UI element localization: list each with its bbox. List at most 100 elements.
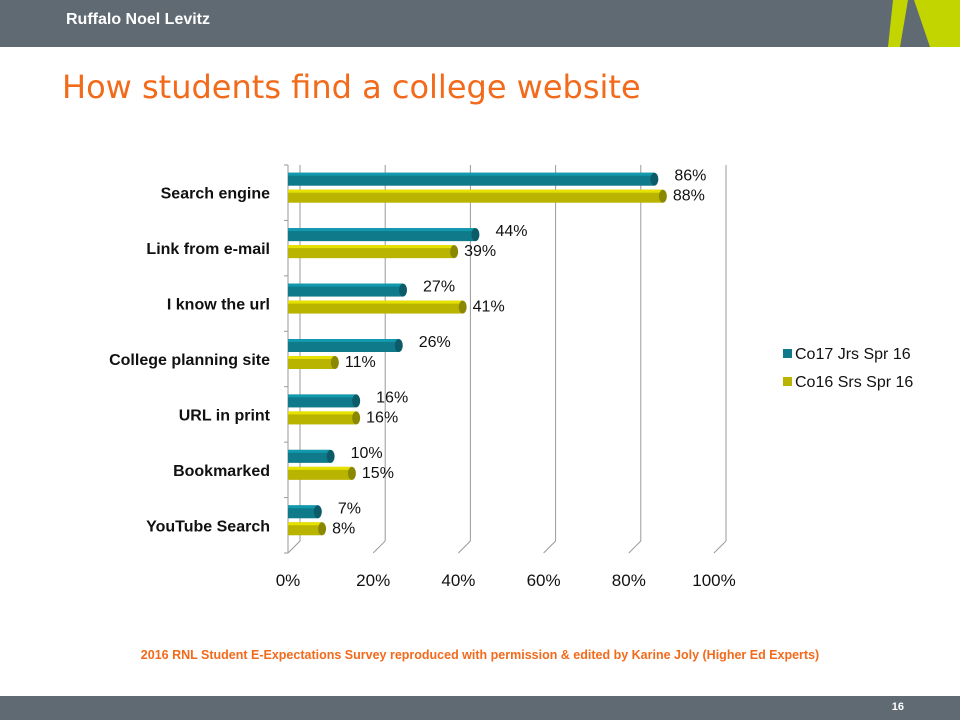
bar-front — [288, 356, 335, 369]
category-label: Bookmarked — [173, 463, 270, 480]
bar — [288, 411, 361, 425]
data-label: 88% — [673, 188, 705, 205]
bar-cap — [658, 189, 667, 203]
x-tick-label: 100% — [692, 571, 735, 590]
bar-highlight — [288, 356, 335, 359]
bar-front — [288, 339, 399, 352]
bar-highlight — [288, 466, 352, 470]
bar-cap — [330, 356, 339, 369]
x-tick-label: 80% — [612, 571, 646, 590]
x-tick-label: 40% — [441, 571, 475, 590]
data-label: 10% — [351, 445, 383, 462]
bar-cap — [450, 245, 459, 259]
data-label: 11% — [345, 354, 376, 371]
data-label: 16% — [366, 409, 398, 426]
bar — [288, 172, 659, 186]
gridline-floor — [713, 540, 727, 554]
bar — [288, 245, 459, 259]
bar — [288, 228, 480, 242]
data-label: 16% — [376, 389, 408, 406]
bar-cap — [352, 411, 361, 425]
bar-cap — [318, 522, 327, 536]
legend-label: Co17 Jrs Spr 16 — [795, 346, 911, 363]
data-label: 41% — [473, 299, 505, 316]
gridline-floor — [543, 540, 556, 554]
bar-front — [288, 228, 476, 242]
bar — [288, 283, 408, 297]
data-label: 7% — [338, 500, 361, 517]
bar — [288, 300, 467, 314]
page-number: 16 — [891, 701, 904, 713]
bar-cap — [347, 466, 356, 480]
data-label: 44% — [495, 223, 527, 240]
x-tick-label: 20% — [356, 571, 390, 590]
bar-highlight — [288, 228, 476, 232]
bar — [288, 522, 327, 536]
bar-cap — [471, 228, 480, 242]
data-label: 27% — [423, 279, 455, 296]
category-label: URL in print — [179, 407, 271, 424]
bar-front — [288, 411, 357, 425]
category-label: College planning site — [109, 352, 270, 369]
bar-front — [288, 245, 455, 259]
bar — [288, 189, 667, 203]
category-label: Link from e-mail — [146, 241, 270, 258]
legend-swatch — [783, 349, 792, 358]
bar — [288, 394, 361, 408]
data-label: 39% — [464, 243, 496, 260]
bar-front — [288, 283, 404, 297]
bar-cap — [313, 505, 322, 519]
bar — [288, 449, 335, 463]
gridline-floor — [628, 540, 642, 554]
bar — [288, 466, 356, 480]
bar-front — [288, 505, 318, 519]
bar — [288, 505, 322, 519]
source-note: 2016 RNL Student E-Expectations Survey r… — [140, 648, 820, 662]
legend-label: Co16 Srs Spr 16 — [795, 374, 913, 391]
data-label: 8% — [332, 520, 355, 537]
header-bar — [0, 0, 960, 47]
bar-front — [288, 466, 352, 480]
bar-highlight — [288, 411, 357, 415]
category-label: YouTube Search — [146, 518, 270, 535]
legend-swatch — [783, 377, 792, 386]
gridline-floor — [458, 540, 471, 554]
bar-highlight — [288, 189, 663, 193]
slide-title: How students find a college website — [62, 68, 641, 106]
bar-front — [288, 300, 463, 314]
bar-highlight — [288, 172, 655, 176]
x-tick-label: 0% — [276, 571, 301, 590]
bar-highlight — [288, 505, 318, 509]
logo-mark — [888, 0, 960, 47]
brand-name: Ruffalo Noel Levitz — [66, 11, 211, 28]
category-label: I know the url — [167, 297, 270, 314]
bar-front — [288, 172, 655, 186]
bar-highlight — [288, 394, 357, 398]
bar-front — [288, 522, 323, 536]
bar-cap — [458, 300, 467, 314]
data-label: 86% — [674, 168, 706, 185]
bar-cap — [650, 172, 659, 186]
data-label: 26% — [419, 334, 451, 351]
bar-highlight — [288, 283, 404, 287]
bar-cap — [326, 449, 335, 463]
bar — [288, 339, 403, 352]
bar-highlight — [288, 300, 463, 304]
bar-cap — [399, 283, 408, 297]
bar-highlight — [288, 522, 323, 526]
bar — [288, 356, 339, 369]
bar-front — [288, 189, 663, 203]
gridline-floor — [372, 540, 386, 554]
category-label: Search engine — [161, 186, 270, 203]
data-label: 15% — [362, 465, 394, 482]
bar-highlight — [288, 245, 455, 249]
x-tick-label: 60% — [527, 571, 561, 590]
bar-cap — [394, 339, 403, 352]
bar-highlight — [288, 449, 331, 453]
bar-front — [288, 394, 357, 408]
bar-highlight — [288, 339, 399, 342]
bar-cap — [352, 394, 361, 408]
footer-bar — [0, 696, 960, 720]
bar-front — [288, 449, 331, 463]
